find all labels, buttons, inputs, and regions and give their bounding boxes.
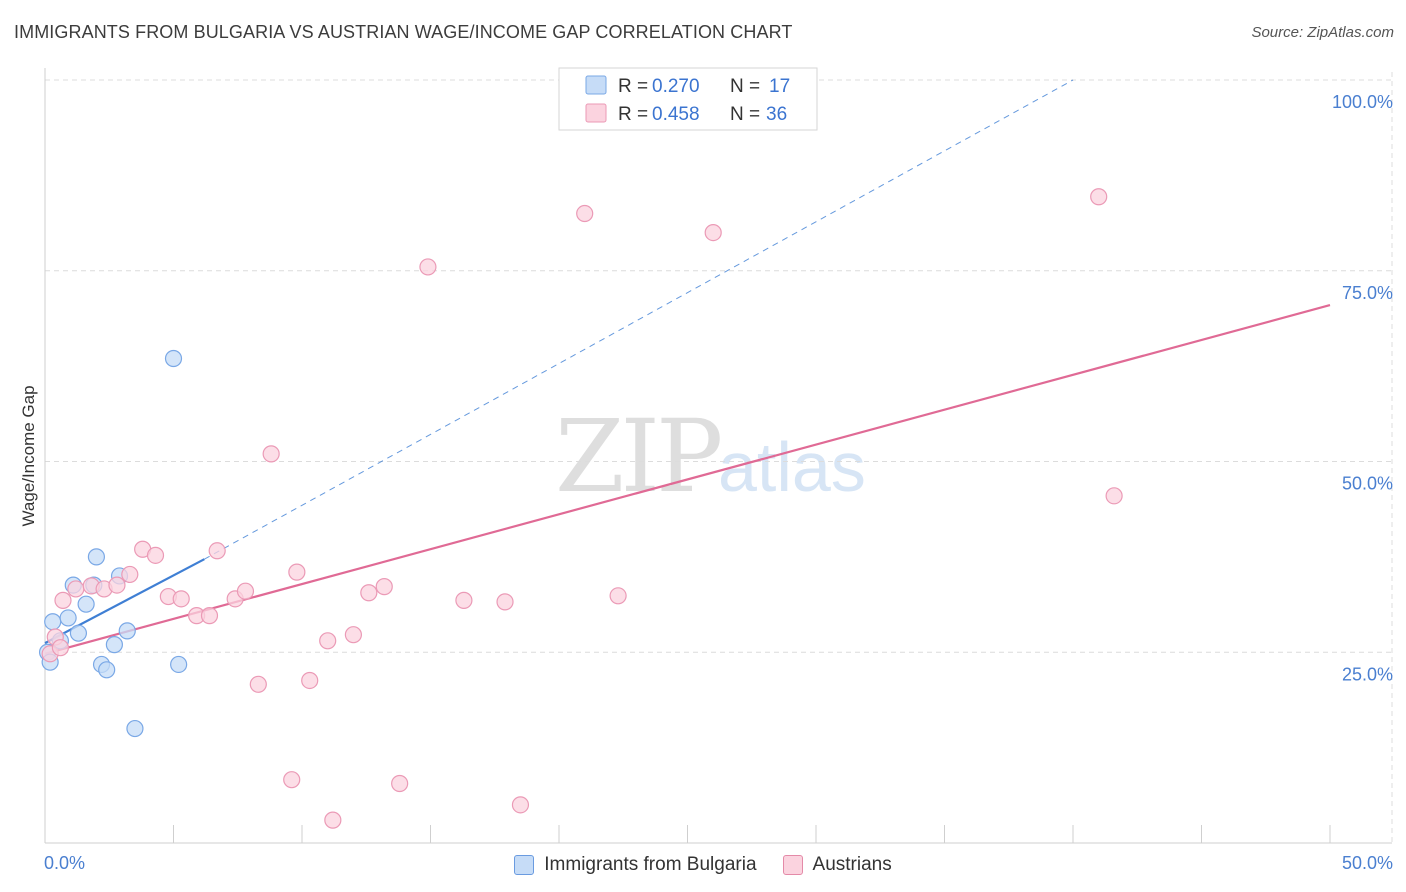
data-point-bulgaria-14 [118, 622, 136, 640]
data-point-austrians-14 [200, 607, 219, 625]
legend-n-label-blue: N = [730, 76, 760, 97]
bottom-legend-label-austrians: Austrians [812, 854, 892, 875]
trend-lines [44, 79, 1331, 655]
data-point-bulgaria-17 [170, 655, 188, 674]
data-point-austrians-18 [249, 675, 267, 693]
bottom-legend-swatch-pink [782, 855, 803, 875]
data-point-bulgaria-12 [105, 636, 123, 654]
data-point-austrians-27 [375, 578, 393, 596]
bottom-legend-item-austrians: Austrians [782, 854, 892, 876]
data-point-austrians-32 [511, 796, 530, 814]
legend-r-value-pink: 0.458 [652, 104, 700, 125]
tick-labels: 25.0% 50.0% 75.0% 100.0% 0.0% 50.0% [44, 92, 1393, 873]
y-tick-label-50: 50.0% [1342, 474, 1393, 494]
legend-r-value-blue: 0.270 [652, 76, 700, 97]
watermark-atlas: atlas [718, 428, 866, 506]
data-points [38, 188, 1123, 829]
watermark-zip: ZIP [555, 398, 720, 515]
y-tick-label-100: 100.0% [1332, 92, 1393, 112]
data-point-austrians-29 [419, 258, 437, 276]
data-point-austrians-33 [576, 204, 594, 223]
legend-swatch-blue [585, 75, 607, 95]
data-point-austrians-28 [391, 774, 409, 793]
data-point-austrians-25 [344, 626, 362, 644]
data-point-austrians-36 [1090, 188, 1108, 206]
data-point-austrians-35 [704, 224, 722, 242]
data-point-austrians-3 [54, 591, 72, 609]
bottom-legend-item-bulgaria: Immigrants from Bulgaria [514, 854, 757, 876]
data-point-austrians-24 [324, 811, 342, 829]
legend-r-label-blue: R = [618, 76, 648, 97]
data-point-austrians-15 [208, 542, 226, 560]
data-point-austrians-23 [319, 632, 337, 650]
data-point-bulgaria-6 [69, 624, 88, 642]
data-point-austrians-4 [67, 580, 85, 598]
trend-line-austrians [44, 304, 1331, 655]
stats-legend: R = 0.270 N = 17 R = 0.458 N = 36 [558, 67, 818, 131]
bottom-legend: Immigrants from Bulgaria Austrians [0, 850, 1406, 880]
data-point-bulgaria-2 [44, 613, 62, 631]
data-point-austrians-2 [51, 639, 70, 657]
legend-swatch-pink [585, 103, 607, 123]
data-point-bulgaria-15 [126, 719, 144, 738]
y-axis-label: Wage/Income Gap [19, 385, 38, 526]
bottom-legend-label-bulgaria: Immigrants from Bulgaria [544, 854, 757, 875]
legend-n-label-pink: N = [730, 104, 760, 125]
data-point-bulgaria-4 [59, 609, 77, 627]
data-point-bulgaria-16 [164, 349, 183, 368]
data-point-austrians-21 [288, 563, 306, 581]
axes [44, 68, 1393, 844]
data-point-austrians-37 [1105, 487, 1123, 505]
data-point-bulgaria-11 [98, 661, 116, 679]
bottom-legend-swatch-blue [514, 855, 535, 875]
data-point-austrians-26 [360, 584, 378, 602]
legend-n-value-pink: 36 [766, 104, 787, 125]
data-point-austrians-8 [121, 565, 139, 584]
data-point-austrians-7 [108, 576, 126, 594]
data-point-austrians-30 [455, 591, 473, 609]
data-point-austrians-17 [236, 582, 255, 600]
data-point-bulgaria-7 [77, 595, 95, 613]
data-point-austrians-12 [172, 590, 190, 608]
x-tick-label-max: 50.0% [1342, 853, 1393, 873]
y-tick-label-75: 75.0% [1342, 283, 1393, 303]
trend-line-extension-bulgaria [204, 79, 1074, 560]
data-point-austrians-20 [283, 771, 301, 789]
data-point-austrians-10 [146, 546, 165, 564]
data-point-austrians-34 [609, 587, 627, 605]
data-point-bulgaria-9 [87, 548, 106, 566]
legend-n-value-blue: 17 [769, 76, 790, 97]
data-point-austrians-19 [262, 445, 280, 463]
y-tick-label-25: 25.0% [1342, 664, 1393, 684]
grid-lines [45, 79, 1392, 653]
data-point-austrians-22 [301, 671, 319, 690]
legend-r-label-pink: R = [618, 104, 648, 125]
data-point-austrians-31 [496, 593, 514, 611]
x-tick-label-min: 0.0% [44, 853, 85, 873]
chart-title: IMMIGRANTS FROM BULGARIA VS AUSTRIAN WAG… [14, 22, 793, 42]
source-credit: Source: ZipAtlas.com [1251, 24, 1394, 41]
